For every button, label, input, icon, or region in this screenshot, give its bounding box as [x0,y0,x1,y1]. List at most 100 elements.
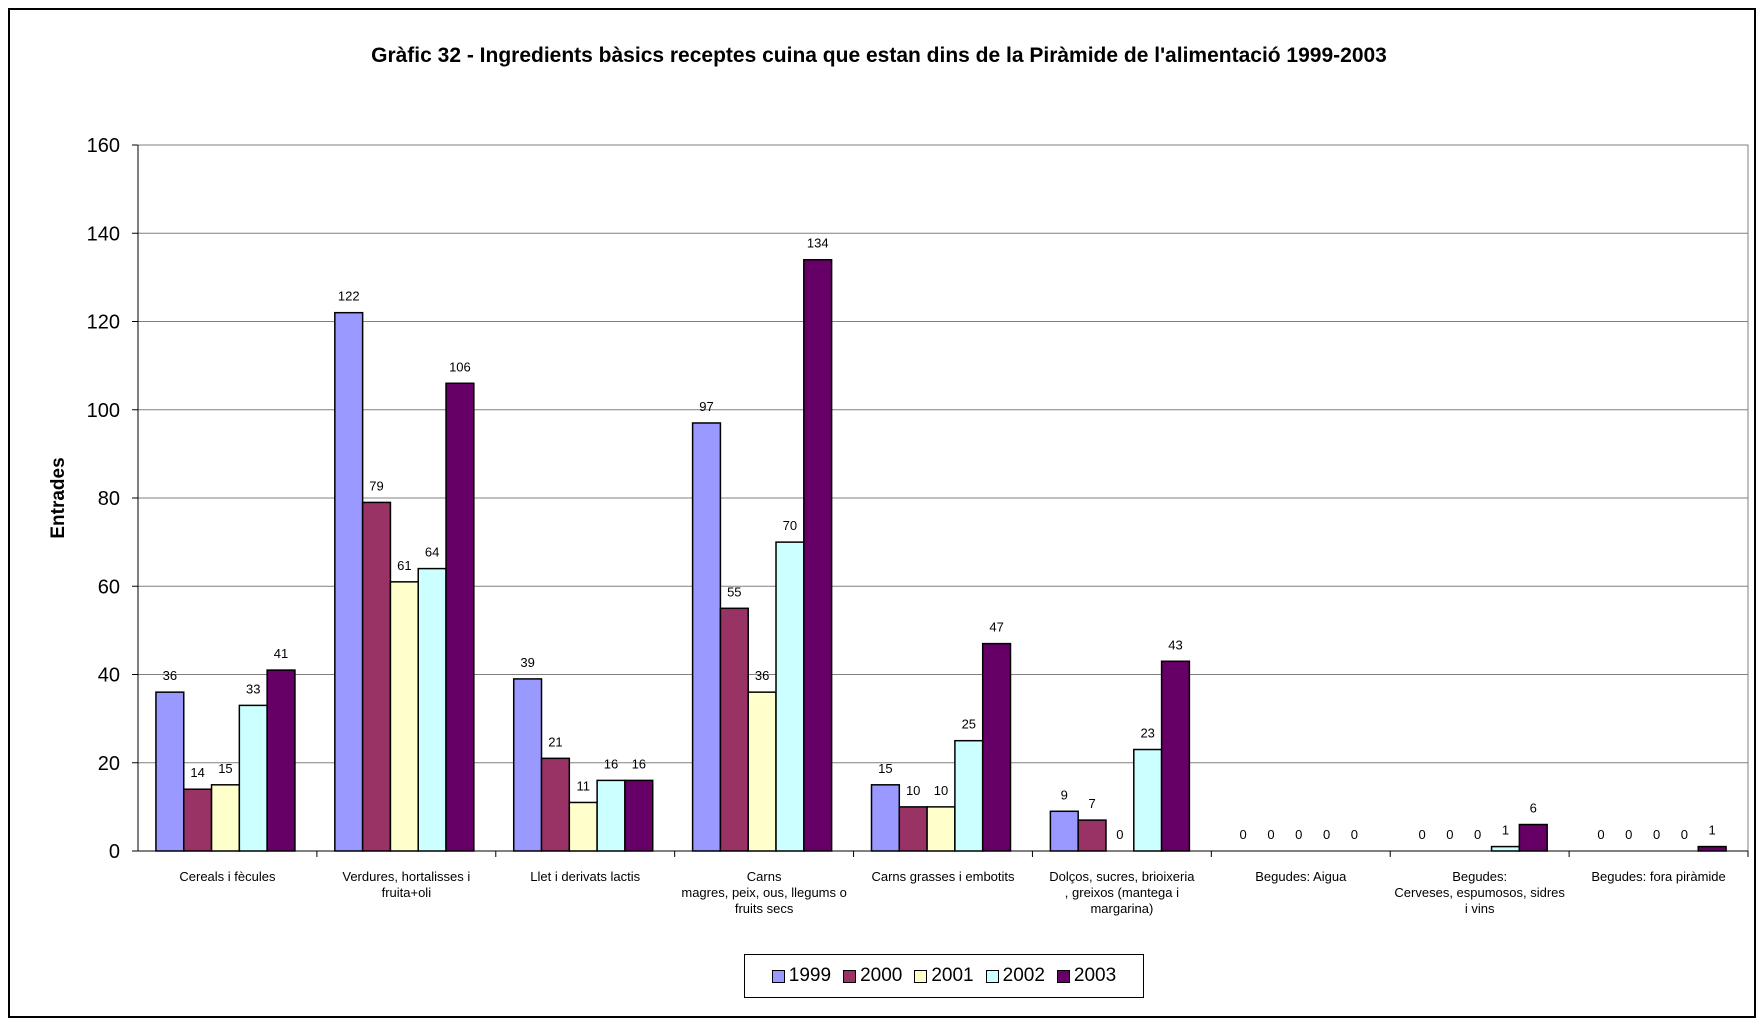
bar-2001 [926,806,956,852]
x-tick-label: fruits secs [735,901,794,916]
data-label: 41 [274,646,288,661]
legend-label: 2000 [860,965,903,986]
data-label: 25 [962,717,976,732]
data-label: 106 [449,359,471,374]
y-axis-label: Entrades [48,457,69,538]
bar-2002 [1133,748,1163,852]
data-label: 0 [1625,827,1632,842]
y-tick-label: 20 [98,753,120,775]
bar-1999 [691,422,722,852]
data-label: 14 [190,765,204,780]
y-tick-label: 160 [87,135,120,157]
legend-swatch [1056,969,1070,983]
y-tick-label: 40 [98,665,120,687]
bar-2000 [361,501,392,852]
bar-2000 [182,788,213,852]
bar-1999 [334,311,364,852]
data-label: 15 [218,761,232,776]
data-label: 36 [755,668,769,683]
bar-2002 [1490,845,1521,852]
legend-swatch [771,969,785,983]
y-tick-label: 60 [98,576,120,598]
data-label: 0 [1295,827,1302,842]
legend-swatch [843,969,857,983]
legend-swatch [985,969,999,983]
bar-2001 [747,691,777,852]
bar-2001 [568,801,598,852]
data-label: 0 [1653,827,1660,842]
data-label: 79 [369,478,383,493]
data-label: 64 [425,545,439,560]
bar-2003 [981,642,1012,852]
data-label: 0 [1240,827,1247,842]
bar-2002 [775,541,805,852]
data-label: 9 [1061,787,1068,802]
data-label: 0 [1116,827,1123,842]
x-tick-label: Verdures, hortalisses i [342,869,470,884]
data-label: 36 [163,668,177,683]
x-tick-label: Begudes: fora piràmide [1591,869,1725,884]
data-label: 10 [934,783,948,798]
data-label: 97 [699,399,713,414]
y-tick-label: 140 [87,223,120,245]
x-tick-label: Begudes: [1452,869,1507,884]
x-tick-label: Cereals i fècules [179,869,276,884]
x-tick-label: fruita+oli [382,885,432,900]
legend-label: 2003 [1073,965,1117,986]
data-label: 16 [604,756,618,771]
data-label: 0 [1323,827,1330,842]
data-label: 33 [246,681,260,696]
bar-2003 [803,258,833,852]
x-tick-label: Cerveses, espumosos, sidres [1394,885,1565,900]
bar-2002 [417,567,447,852]
data-label: 134 [807,236,829,251]
data-label: 21 [548,734,562,749]
bar-1999 [1049,810,1079,852]
bar-1999 [155,691,185,852]
bar-2003 [1160,660,1191,852]
bar-2003 [624,779,654,852]
x-tick-label: i vins [1465,901,1495,916]
y-tick-label: 80 [98,488,120,510]
y-tick-label: 120 [87,312,120,334]
data-label: 43 [1168,637,1182,652]
data-label: 0 [1681,827,1688,842]
data-label: 0 [1446,827,1453,842]
data-label: 16 [632,756,646,771]
x-tick-label: , greixos (mantega i [1065,885,1179,900]
x-tick-label: Carns [747,869,782,884]
x-tick-label: Dolços, sucres, brioixeria [1049,869,1195,884]
legend-item-1999: 1999 [771,965,832,987]
bar-2000 [540,757,571,852]
bar-2003 [1518,823,1548,852]
x-tick-label: Begudes: Aigua [1255,869,1347,884]
legend-item-2001: 2001 [914,965,974,987]
data-label: 61 [397,558,411,573]
x-tick-label: Carns grasses i embotits [871,869,1015,884]
legend-item-2000: 2000 [843,965,902,987]
legend: 1999 2000 2001 2002 2003 [744,954,1144,998]
data-label: 15 [878,761,892,776]
legend-label: 1999 [788,965,832,986]
bar-2000 [1077,819,1107,852]
x-tick-label: margarina) [1090,901,1153,916]
y-tick-label: 100 [87,400,120,422]
data-label: 10 [906,783,920,798]
data-label: 7 [1088,796,1095,811]
bar-2001 [389,581,419,852]
legend-label: 2001 [931,965,974,986]
data-label: 0 [1267,827,1274,842]
data-label: 39 [520,655,534,670]
bar-2002 [238,704,268,852]
bar-2001 [210,784,241,852]
bar-2002 [596,779,626,852]
data-label: 122 [338,289,360,304]
data-label: 0 [1474,827,1481,842]
data-label: 0 [1351,827,1358,842]
data-label: 6 [1530,801,1537,816]
chart-title: Gràfic 32 - Ingredients bàsics receptes … [371,44,1387,67]
bar-2003 [445,382,475,852]
legend-item-2003: 2003 [1056,965,1117,987]
legend-item-2002: 2002 [985,965,1045,987]
